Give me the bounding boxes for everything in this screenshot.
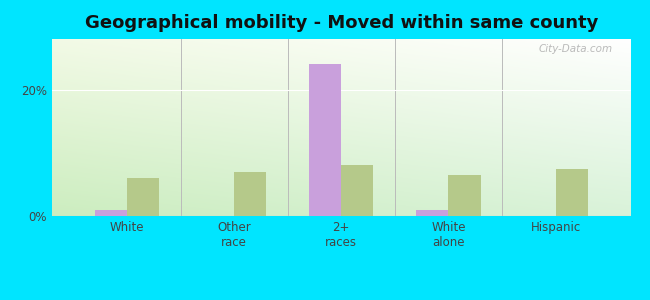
Bar bbox=[127, 178, 159, 216]
Text: City-Data.com: City-Data.com bbox=[539, 44, 613, 54]
Bar bbox=[341, 165, 373, 216]
Legend: West Lebanon, IN, Indiana: West Lebanon, IN, Indiana bbox=[211, 296, 471, 300]
Bar bbox=[448, 175, 480, 216]
Bar bbox=[416, 210, 448, 216]
Bar bbox=[95, 210, 127, 216]
Bar bbox=[234, 172, 266, 216]
Bar bbox=[309, 64, 341, 216]
Title: Geographical mobility - Moved within same county: Geographical mobility - Moved within sam… bbox=[84, 14, 598, 32]
Bar bbox=[556, 169, 588, 216]
